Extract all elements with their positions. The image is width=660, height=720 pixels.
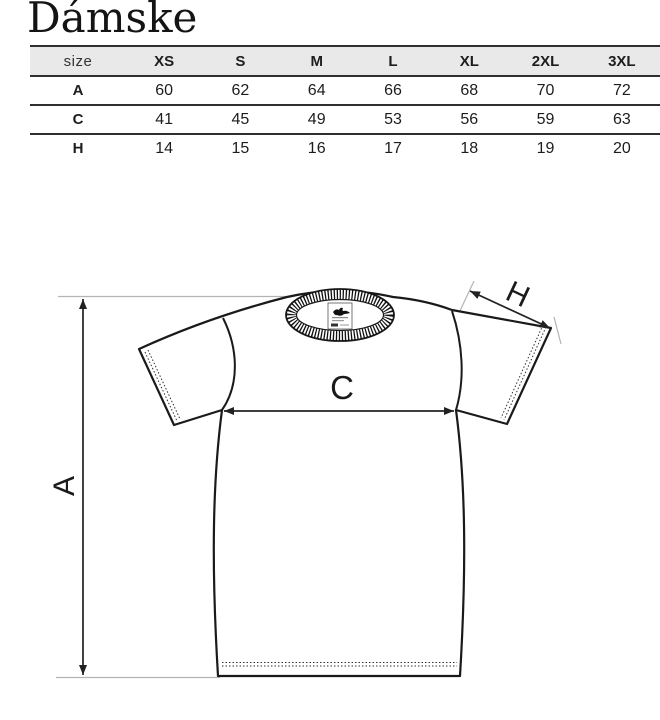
- size-header-3xl: 3XL: [608, 52, 636, 70]
- cell-c-xs: 41: [155, 110, 174, 128]
- size-header-l: L: [388, 52, 398, 70]
- cell-a-xl: 68: [460, 81, 479, 99]
- cell-a-xs: 60: [155, 81, 174, 99]
- size-chart-table: size XS S M L XL 2XL 3XL A 60 62 64 66 6…: [30, 45, 660, 162]
- dimension-h-arrow: [469, 290, 551, 329]
- cell-a-m: 64: [307, 81, 326, 99]
- cell-a-2xl: 70: [536, 81, 555, 99]
- cell-h-l: 17: [384, 139, 402, 157]
- cell-a-l: 66: [384, 81, 402, 99]
- tshirt-measurement-diagram: A C H: [48, 275, 562, 679]
- extension-lines: [56, 280, 562, 679]
- row-label-c: C: [72, 111, 84, 128]
- collar: [285, 288, 395, 342]
- size-column-label: size: [63, 52, 93, 70]
- left-cuff-stitch-2: [147, 349, 181, 420]
- label-text-line-2: [332, 320, 344, 322]
- cell-c-l: 53: [384, 110, 402, 128]
- brand-bird-logo-icon: [333, 307, 350, 316]
- cell-h-s: 15: [231, 139, 250, 157]
- table-row-c: C 41 45 49 53 56 59 63: [30, 106, 660, 135]
- size-header-xl: XL: [459, 52, 479, 70]
- cell-c-3xl: 63: [612, 110, 631, 128]
- dimension-c-label: C: [330, 369, 354, 406]
- label-text-line-1: [332, 317, 348, 319]
- label-text-line-3: [340, 324, 349, 326]
- cell-a-3xl: 72: [612, 81, 631, 99]
- dimension-a-label: A: [48, 476, 81, 496]
- right-cuff-stitch-1: [503, 326, 547, 421]
- extension-line-sleeve-shoulder: [457, 280, 475, 316]
- size-header-xs: XS: [154, 52, 175, 70]
- cell-h-xs: 14: [155, 139, 174, 157]
- dimension-a: A: [48, 299, 87, 675]
- collar-ribbing: [286, 289, 394, 341]
- dimension-c: C: [224, 369, 454, 415]
- right-cuff-stitch-2: [500, 324, 544, 419]
- left-armhole-seam: [221, 317, 236, 411]
- cell-a-s: 62: [231, 81, 250, 99]
- size-header-m: M: [310, 52, 323, 70]
- cell-c-m: 49: [307, 110, 326, 128]
- cell-h-xl: 18: [460, 139, 479, 157]
- extension-line-sleeve-cuff: [553, 316, 562, 345]
- table-row-h: H 14 15 16 17 18 19 20: [30, 135, 660, 162]
- size-header-s: S: [235, 52, 246, 70]
- cell-h-3xl: 20: [612, 139, 631, 157]
- cell-c-xl: 56: [460, 110, 479, 128]
- row-label-a: A: [72, 82, 84, 99]
- cell-c-s: 45: [231, 110, 250, 128]
- size-header-2xl: 2XL: [531, 52, 560, 70]
- tshirt-outline: [137, 289, 553, 678]
- table-row-a: A 60 62 64 66 68 70 72: [30, 77, 660, 106]
- left-cuff-stitch-1: [144, 351, 178, 422]
- cell-h-2xl: 19: [536, 139, 555, 157]
- cell-c-2xl: 59: [536, 110, 555, 128]
- size-chart-header-row: size XS S M L XL 2XL 3XL: [30, 47, 660, 77]
- row-label-h: H: [72, 140, 84, 157]
- label-code-block: [331, 323, 338, 327]
- page-title: Dámske: [27, 0, 198, 42]
- right-armhole-seam: [451, 310, 463, 411]
- stitch-lines: [144, 324, 547, 667]
- cell-h-m: 16: [307, 139, 326, 157]
- brand-label: [327, 302, 353, 330]
